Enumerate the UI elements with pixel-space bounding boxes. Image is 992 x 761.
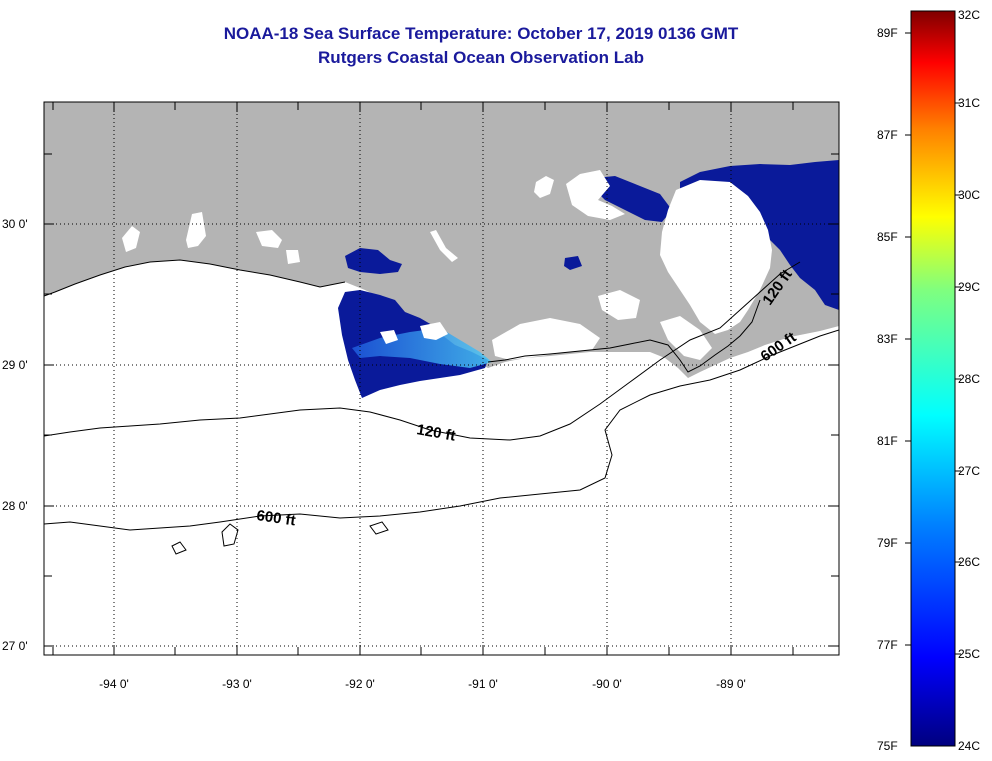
colorbar-c-32: 32C — [958, 8, 980, 22]
colorbar-c-31: 31C — [958, 96, 980, 110]
lon-label-92: -92 0' — [345, 677, 375, 691]
colorbar-f-87: 87F — [877, 128, 898, 142]
lat-label-27: 27 0' — [2, 639, 28, 653]
map-area — [44, 102, 839, 555]
cloud-west-patch — [420, 322, 448, 340]
cloud-delta-3 — [660, 316, 712, 360]
lat-label-29: 29 0' — [2, 358, 28, 372]
coastline-east — [487, 299, 761, 373]
cloud-island-6 — [430, 230, 458, 262]
coastline — [44, 259, 346, 297]
map-subtitle: Rutgers Coastal Ocean Observation Lab — [318, 48, 644, 67]
colorbar-ticks — [905, 32, 961, 655]
colorbar-c-26: 26C — [958, 555, 980, 569]
cloud-island-1 — [534, 176, 554, 198]
lat-label-28: 28 0' — [2, 499, 28, 513]
lon-label-91: -91 0' — [468, 677, 498, 691]
map-title: NOAA-18 Sea Surface Temperature: October… — [223, 24, 739, 43]
cloud-island-3 — [186, 212, 206, 248]
seamount-outline — [171, 521, 389, 555]
graticule — [44, 102, 839, 655]
lon-label-93: -93 0' — [222, 677, 252, 691]
cloud-delta-2 — [598, 290, 640, 320]
colorbar-c-30: 30C — [958, 188, 980, 202]
sst-patch-mid — [345, 248, 402, 274]
colorbar — [910, 10, 956, 747]
colorbar-c-28: 28C — [958, 372, 980, 386]
colorbar-f-75: 75F — [877, 739, 898, 753]
colorbar-c-24: 24C — [958, 739, 980, 753]
cloud-east — [660, 180, 772, 334]
cloud-island-2 — [122, 226, 140, 252]
colorbar-f-89: 89F — [877, 26, 898, 40]
contour-label-600ft-west: 600 ft — [255, 507, 296, 529]
cloud-west-patch-2 — [380, 330, 398, 344]
cloud-island-5 — [286, 250, 300, 264]
lon-label-89: -89 0' — [716, 677, 746, 691]
colorbar-c-25: 25C — [958, 647, 980, 661]
cloud-northeast — [566, 170, 625, 220]
lon-label-90: -90 0' — [592, 677, 622, 691]
colorbar-f-81: 81F — [877, 434, 898, 448]
lat-label-30: 30 0' — [2, 217, 28, 231]
sst-patch-northeast — [595, 176, 672, 222]
colorbar-f-85: 85F — [877, 230, 898, 244]
colorbar-f-79: 79F — [877, 536, 898, 550]
contour-label-120ft-west: 120 ft — [415, 421, 457, 445]
plot-frame — [43, 101, 840, 656]
colorbar-f-77: 77F — [877, 638, 898, 652]
tick-marks — [44, 102, 839, 655]
colorbar-c-29: 29C — [958, 280, 980, 294]
lon-label-94: -94 0' — [99, 677, 129, 691]
colorbar-f-83: 83F — [877, 332, 898, 346]
contour-600ft — [44, 329, 839, 531]
sst-patch-small — [564, 256, 582, 270]
contour-120ft — [44, 261, 801, 441]
colorbar-c-27: 27C — [958, 464, 980, 478]
cloud-island-4 — [256, 230, 282, 248]
cloud-delta-1 — [492, 318, 600, 360]
